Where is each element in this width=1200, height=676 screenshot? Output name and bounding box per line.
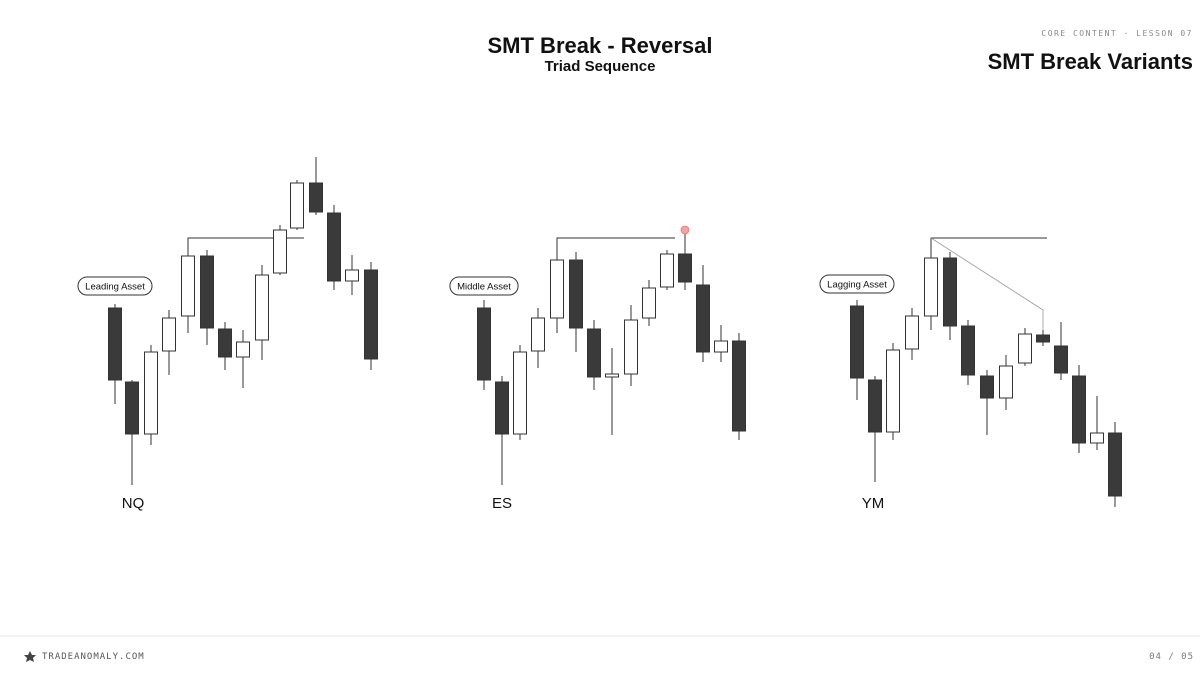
candle-body xyxy=(531,317,545,352)
asset-role-label: Lagging Asset xyxy=(827,280,887,291)
candle-body xyxy=(345,269,359,282)
candle-body xyxy=(1018,333,1032,364)
asset-role-label: Leading Asset xyxy=(85,282,145,293)
candle-body xyxy=(943,257,957,327)
trend-line xyxy=(930,237,1044,335)
candle-body xyxy=(477,307,491,381)
candle-body xyxy=(495,381,509,435)
header-title: SMT Break Variants xyxy=(988,49,1193,74)
candle-body xyxy=(1036,334,1050,343)
candle-body xyxy=(999,365,1013,399)
footer-brand: TRADEANOMALY.COM xyxy=(42,652,145,662)
break-marker xyxy=(680,225,690,235)
candle-body xyxy=(732,340,746,432)
lesson-label: CORE CONTENT · LESSON 07 xyxy=(1041,29,1193,38)
asset-name: YM xyxy=(862,495,885,512)
candle-body xyxy=(125,381,139,435)
candle-body xyxy=(218,328,232,358)
candle-body xyxy=(162,317,176,352)
candle-body xyxy=(236,341,250,358)
candle-body xyxy=(980,375,994,399)
candle-body xyxy=(550,259,564,319)
candle-body xyxy=(961,325,975,376)
asset-role-label: Middle Asset xyxy=(457,282,511,293)
candle-body xyxy=(1090,432,1104,444)
asset-name: ES xyxy=(492,495,512,512)
slide-subtitle: Triad Sequence xyxy=(545,58,656,75)
candle-body xyxy=(1054,345,1068,374)
candle-body xyxy=(327,212,341,282)
page-number: 04 / 05 xyxy=(1149,652,1194,662)
candle-body xyxy=(181,255,195,317)
candle-body xyxy=(569,259,583,329)
candle-body xyxy=(290,182,304,229)
candle-body xyxy=(642,287,656,319)
candle-body xyxy=(255,274,269,341)
asset-role-pill xyxy=(819,274,895,294)
candles: Leading Asset NQ Middle Asset ES Lagging Ass… xyxy=(77,157,1122,512)
brand-icon xyxy=(24,651,36,662)
candle-body xyxy=(905,315,919,350)
candle-body xyxy=(868,379,882,433)
candle-body xyxy=(678,253,692,283)
candle-body xyxy=(1072,375,1086,444)
candle-body xyxy=(309,182,323,213)
candle-body xyxy=(364,269,378,360)
slide-title: SMT Break - Reversal xyxy=(488,33,713,58)
asset-role-pill xyxy=(77,276,153,296)
candle-body xyxy=(605,373,619,378)
candle-body xyxy=(850,305,864,379)
candle-body xyxy=(660,253,674,288)
candle-body xyxy=(886,349,900,433)
candle-body xyxy=(696,284,710,353)
candle-body xyxy=(108,307,122,381)
asset-name: NQ xyxy=(122,495,145,512)
candle-body xyxy=(200,255,214,329)
candle-body xyxy=(587,328,601,378)
candle-body xyxy=(513,351,527,435)
candle-body xyxy=(624,319,638,375)
candle-body xyxy=(714,340,728,353)
candle-body xyxy=(273,229,287,274)
candle-body xyxy=(144,351,158,435)
asset-role-pill xyxy=(449,276,519,296)
candle-body xyxy=(1108,432,1122,497)
candle-body xyxy=(924,257,938,317)
